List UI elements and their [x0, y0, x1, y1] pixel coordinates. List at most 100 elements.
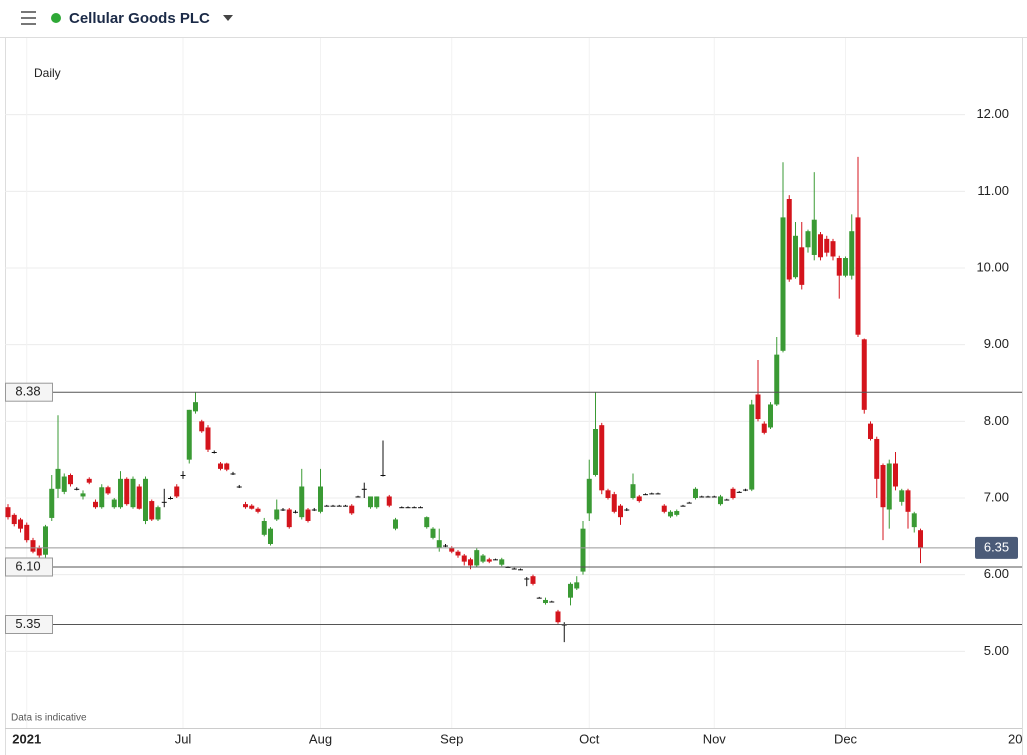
x-tick-label: Sep [440, 731, 463, 746]
candle-body [24, 524, 30, 541]
candle-body [605, 490, 611, 498]
candle-body [99, 487, 105, 508]
candle-body [280, 509, 286, 511]
candle-body [374, 496, 380, 508]
overlay: 8.38 6.10 5.35 6.35 [5, 382, 1022, 634]
candle-body [199, 421, 205, 432]
candle-body [399, 507, 405, 509]
candle-body [424, 517, 430, 528]
candle-body [543, 599, 548, 604]
candle-body [93, 501, 98, 508]
candle-body [393, 519, 398, 529]
candle-body [674, 511, 680, 515]
candle-body [624, 509, 630, 511]
candle-body [43, 526, 48, 555]
candle-body [568, 583, 573, 598]
candle-body [318, 486, 323, 512]
candle-body [455, 551, 461, 556]
candle-body [243, 504, 248, 508]
reference-label: 6.10 [15, 558, 40, 573]
header [0, 0, 1027, 37]
candle-body [811, 219, 817, 255]
candle-body [174, 486, 180, 497]
interval-label: Daily [34, 66, 61, 80]
x-tick-label: 2021 [12, 731, 41, 746]
dropdown-caret[interactable] [223, 15, 233, 21]
candle-body [655, 493, 661, 495]
candle-body [61, 476, 67, 492]
instrument-title[interactable]: Cellular Goods PLC [69, 10, 210, 27]
candle-body [355, 496, 361, 498]
candle-body [411, 507, 417, 509]
candle-body [580, 528, 586, 572]
candle-body [905, 490, 911, 512]
candle-body [118, 478, 123, 508]
candle-body [305, 509, 311, 521]
grid: 5.00 6.00 7.00 8.00 9.00 10.00 11.00 12.00 2021 J… [5, 38, 1009, 746]
last-price-label: 6.35 [984, 539, 1009, 554]
y-tick-label: 9.00 [984, 336, 1009, 351]
candle-body [105, 487, 111, 494]
candle-body [899, 490, 905, 502]
candle-body [830, 241, 836, 257]
candle-body [405, 507, 411, 509]
candle-body [268, 528, 273, 544]
candle-body [593, 429, 598, 475]
candle-body [236, 486, 242, 488]
candle-body [849, 231, 855, 276]
candle-body [386, 496, 392, 506]
candle-body [786, 199, 792, 280]
candle-body [549, 601, 555, 603]
candle-body [330, 505, 336, 507]
candle-body [818, 234, 823, 258]
y-tick-label: 8.00 [984, 413, 1009, 428]
last-price-badge [975, 536, 1018, 559]
candle-body [643, 494, 648, 496]
x-tick-label: Oct [579, 731, 600, 746]
candle-body [449, 547, 455, 552]
candle-body [74, 488, 80, 490]
candle-body [180, 475, 186, 476]
candle-body [255, 508, 261, 512]
candle-body [918, 530, 923, 548]
candle-body [749, 404, 755, 490]
candle-body [299, 486, 305, 518]
candle-body [11, 514, 17, 525]
candle-body [211, 452, 217, 453]
x-tick-label: Nov [703, 731, 727, 746]
x-tick-label: Jul [175, 731, 192, 746]
candle-body [293, 511, 298, 513]
candle-body [443, 545, 448, 547]
candle-body [493, 559, 498, 561]
candle-body [630, 484, 636, 498]
candle-body [886, 463, 892, 510]
candle-body [186, 409, 192, 460]
candle-body [336, 505, 342, 507]
candle-body [324, 505, 330, 507]
candle-body [261, 521, 267, 535]
candle-body [855, 217, 861, 335]
candle-body [805, 231, 811, 248]
menu-icon[interactable] [21, 11, 36, 25]
candle-body [711, 496, 717, 498]
candle-body [136, 486, 142, 509]
candle-body [774, 354, 780, 405]
plot [5, 156, 923, 643]
candle-body [168, 498, 173, 499]
candle-body [193, 402, 198, 412]
candle-body [436, 540, 442, 548]
candle-body [768, 404, 773, 428]
candle-body [511, 568, 517, 570]
candle-body [130, 478, 136, 508]
candle-body [468, 559, 473, 566]
candle-body [736, 491, 742, 493]
candle-body [880, 465, 886, 508]
reference-label: 5.35 [15, 616, 40, 631]
candle-body [755, 394, 761, 420]
reference-label-box [5, 615, 53, 634]
y-tick-label: 6.00 [984, 566, 1009, 581]
candle-body [868, 423, 873, 439]
footnote: Data is indicative [11, 713, 87, 724]
